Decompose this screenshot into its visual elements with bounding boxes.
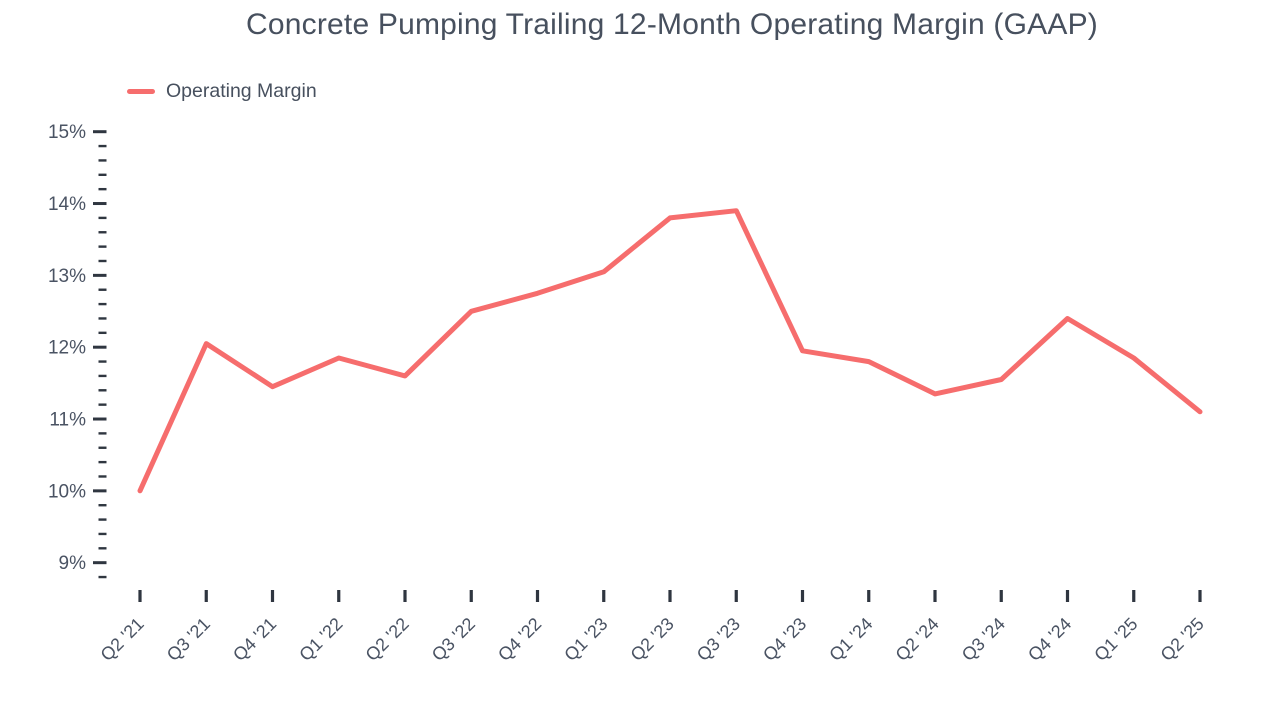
x-axis-label: Q3 '24: [958, 614, 1009, 665]
x-axis-label: Q1 '23: [560, 614, 611, 665]
y-axis-label: 14%: [48, 194, 86, 215]
x-axis-label: Q4 '21: [229, 614, 280, 665]
x-axis-label: Q2 '24: [892, 614, 943, 665]
x-axis-label: Q4 '24: [1024, 614, 1075, 665]
x-axis-label: Q4 '22: [494, 614, 545, 665]
y-axis-label: 10%: [48, 481, 86, 502]
chart-title: Concrete Pumping Trailing 12-Month Opera…: [246, 8, 1098, 41]
x-axis-label: Q2 '22: [362, 614, 413, 665]
x-axis-label: Q1 '22: [295, 614, 346, 665]
legend-line-swatch: [127, 89, 155, 95]
x-axis-label: Q4 '23: [759, 614, 810, 665]
x-axis-label: Q3 '23: [693, 614, 744, 665]
series-line-operating-margin: [137, 208, 1203, 494]
x-axis-label: Q2 '21: [97, 614, 148, 665]
x-axis-label: Q1 '24: [825, 614, 876, 665]
x-axis-label: Q2 '23: [627, 614, 678, 665]
y-axis-label: 13%: [48, 266, 86, 287]
y-axis-label: 11%: [49, 410, 86, 431]
y-axis-label: 15%: [48, 122, 86, 143]
x-axis-label: Q3 '21: [163, 614, 214, 665]
x-axis-label: Q1 '25: [1090, 614, 1141, 665]
x-axis-label: Q2 '25: [1157, 614, 1208, 665]
x-axis-label: Q3 '22: [428, 614, 479, 665]
y-axis-label: 9%: [59, 553, 87, 574]
legend: Operating Margin: [127, 80, 317, 102]
y-axis-label: 12%: [48, 338, 86, 359]
legend-label: Operating Margin: [166, 80, 317, 102]
